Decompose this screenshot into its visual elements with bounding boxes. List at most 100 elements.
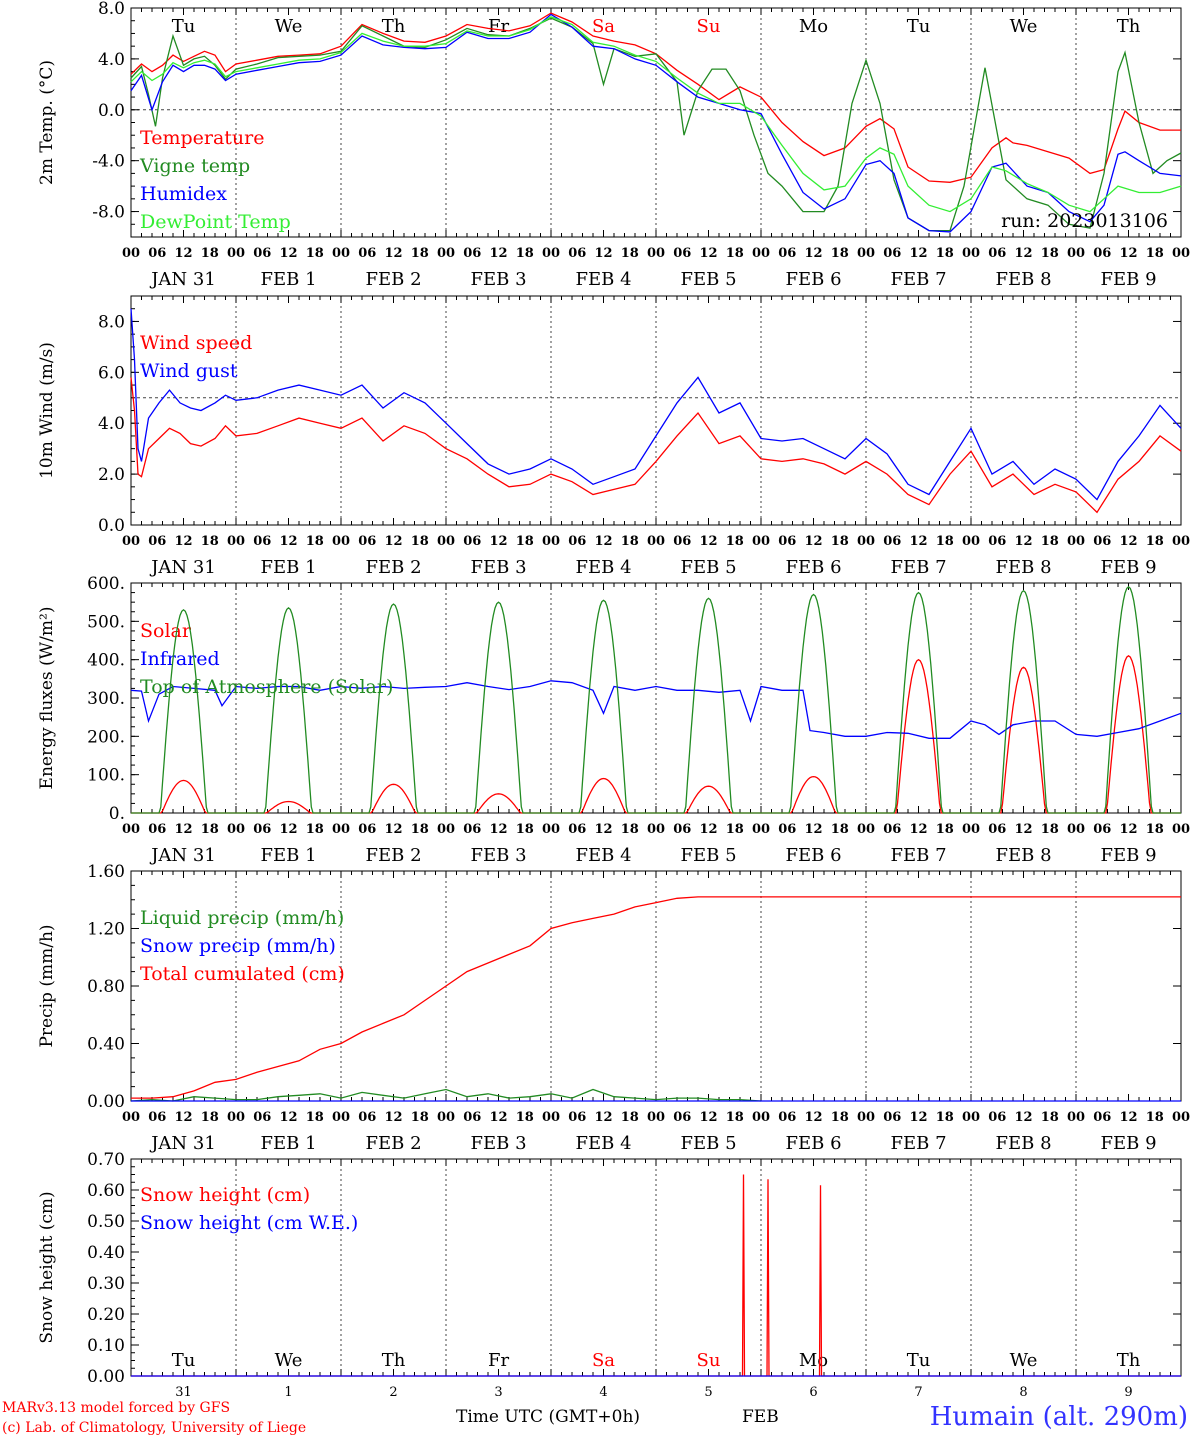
date-label: FEB 6	[785, 269, 841, 290]
legend-entry: Solar	[140, 620, 192, 642]
hour-label: 12	[489, 246, 507, 261]
series-line-liquid-precip-mm-h-	[130, 1088, 762, 1102]
weekday-label: Th	[1117, 1350, 1141, 1371]
month-label: FEB	[742, 1407, 779, 1427]
date-label: FEB 2	[365, 269, 421, 290]
hour-label: 12	[1014, 246, 1032, 261]
legend-entry: Top of Atmosphere (Solar)	[140, 676, 393, 698]
hour-label: 18	[1041, 1110, 1059, 1125]
weekday-label: We	[1010, 16, 1038, 37]
y-tick-label: 4.0	[98, 50, 125, 70]
date-label: FEB 2	[365, 845, 421, 866]
hour-label: 12	[489, 1110, 507, 1125]
hour-label: 18	[936, 246, 954, 261]
y-tick-label: 600.	[87, 574, 125, 594]
weekday-label: Th	[382, 16, 406, 37]
weekday-label: We	[1010, 1350, 1038, 1371]
day-number-label: 6	[809, 1385, 817, 1400]
weekday-label: Su	[697, 1350, 721, 1371]
time-axis-label: Time UTC (GMT+0h)	[456, 1407, 641, 1427]
hour-label: 06	[568, 534, 586, 549]
hour-label: 00	[437, 534, 455, 549]
hour-label: 06	[358, 822, 376, 837]
hour-label: 12	[384, 246, 402, 261]
hour-label: 18	[1041, 822, 1059, 837]
hour-label: 12	[1119, 246, 1137, 261]
y-tick-label: 100.	[87, 766, 125, 786]
day-number-label: 1	[284, 1385, 292, 1400]
y-tick-label: 0.70	[87, 1150, 125, 1170]
hour-label: 06	[778, 1110, 796, 1125]
day-number-label: 3	[494, 1385, 502, 1400]
hour-label: 06	[253, 534, 271, 549]
day-number-label: 2	[389, 1385, 397, 1400]
hour-label: 12	[1119, 534, 1137, 549]
weekday-label: Mo	[799, 1350, 828, 1371]
hour-label: 18	[621, 822, 639, 837]
date-label: FEB 4	[575, 557, 631, 578]
hour-label: 06	[1093, 246, 1111, 261]
hour-label: 00	[332, 534, 350, 549]
hour-label: 18	[306, 246, 324, 261]
hour-label: 06	[568, 246, 586, 261]
hour-label: 18	[936, 822, 954, 837]
weekday-label: Tu	[172, 1350, 196, 1371]
hour-label: 00	[437, 246, 455, 261]
hour-label: 12	[699, 534, 717, 549]
hour-label: 00	[542, 822, 560, 837]
hour-label: 00	[227, 822, 245, 837]
y-tick-label: 0.60	[87, 1181, 125, 1201]
date-label: FEB 7	[890, 845, 946, 866]
hour-label: 00	[962, 246, 980, 261]
hour-label: 00	[857, 246, 875, 261]
series-line-top-of-atmosphere-solar-	[131, 585, 1181, 814]
hour-label: 00	[542, 1110, 560, 1125]
hour-label: 06	[463, 822, 481, 837]
hour-label: 00	[1172, 246, 1190, 261]
weekday-label: Th	[382, 1350, 406, 1371]
hour-label: 00	[752, 822, 770, 837]
hour-label: 06	[358, 1110, 376, 1125]
hour-label: 12	[909, 246, 927, 261]
series-line-wind-gust	[130, 308, 1182, 501]
hour-label: 06	[568, 822, 586, 837]
hour-label: 12	[384, 1110, 402, 1125]
date-label: FEB 7	[890, 269, 946, 290]
weekday-label: Fr	[488, 16, 509, 37]
date-label: FEB 3	[470, 557, 526, 578]
weekday-label: We	[275, 1350, 303, 1371]
date-label: JAN 31	[149, 269, 216, 290]
hour-label: 00	[1067, 822, 1085, 837]
hour-label: 00	[647, 1110, 665, 1125]
hour-label: 06	[253, 246, 271, 261]
hour-label: 12	[384, 822, 402, 837]
hour-label: 18	[201, 534, 219, 549]
y-tick-label: 0.0	[98, 516, 125, 536]
legend-entry: Snow height (cm W.E.)	[140, 1212, 358, 1234]
date-label: FEB 8	[995, 845, 1051, 866]
series-line-total-cumulated-cm-	[131, 896, 1181, 1099]
hour-label: 06	[253, 1110, 271, 1125]
series-line-humidex	[130, 13, 1182, 233]
hour-label: 12	[594, 1110, 612, 1125]
hour-label: 18	[1146, 534, 1164, 549]
date-label: FEB 6	[785, 1133, 841, 1154]
hour-label: 00	[332, 246, 350, 261]
hour-label: 06	[883, 1110, 901, 1125]
legend-entry: Humidex	[140, 183, 227, 205]
hour-label: 00	[1067, 1110, 1085, 1125]
hour-label: 18	[831, 822, 849, 837]
date-label: FEB 3	[470, 269, 526, 290]
date-label: FEB 1	[260, 845, 316, 866]
hour-label: 18	[726, 1110, 744, 1125]
date-label: FEB 6	[785, 557, 841, 578]
hour-label: 06	[883, 822, 901, 837]
y-tick-label: 0.10	[87, 1336, 125, 1356]
y-axis-label: Precip (mm/h)	[37, 924, 57, 1047]
legend-entry: Wind gust	[140, 360, 238, 382]
date-label: JAN 31	[149, 557, 216, 578]
hour-label: 12	[174, 246, 192, 261]
y-tick-label: 0.80	[87, 977, 125, 997]
hour-label: 00	[332, 1110, 350, 1125]
hour-label: 06	[463, 534, 481, 549]
